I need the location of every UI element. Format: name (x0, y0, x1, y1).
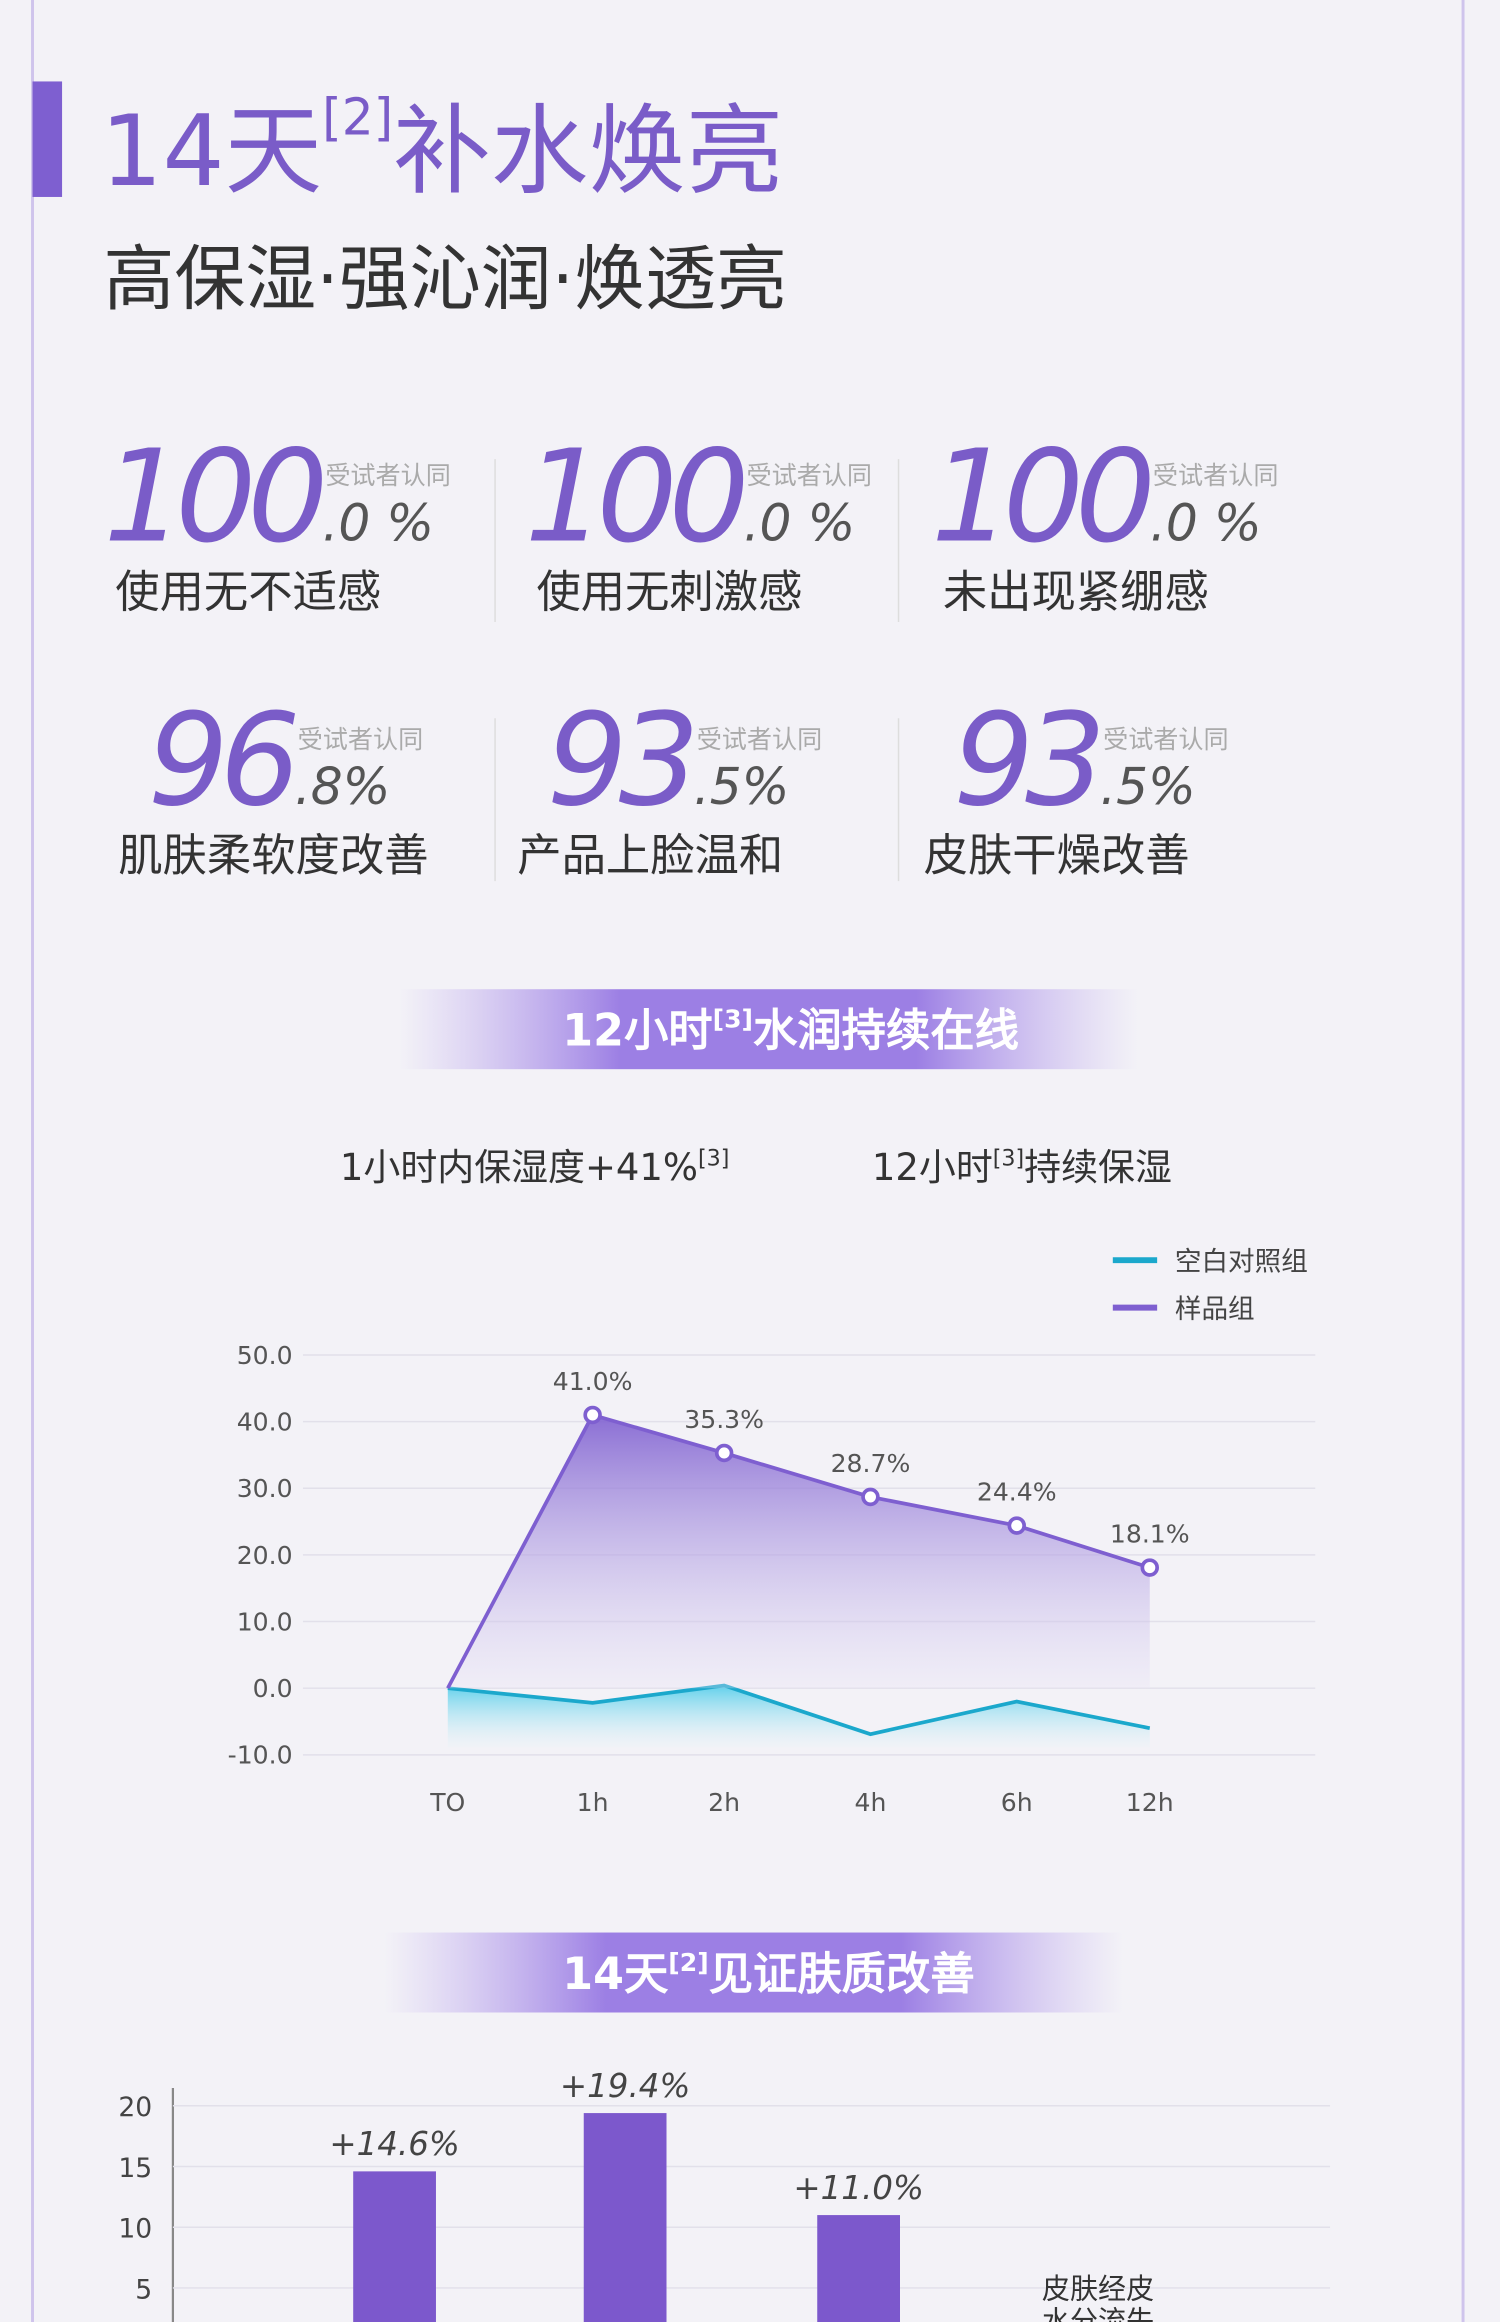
x-tick-label: 4h (854, 1788, 886, 1817)
stat-note: 受试者认同 (325, 461, 451, 490)
x-tick-label: TO (429, 1788, 465, 1817)
stat-label: 使用无不适感 (115, 567, 381, 618)
point (583, 1405, 602, 1425)
line (446, 1412, 1151, 1690)
y-tick-label: 10 (118, 2214, 152, 2245)
stat-number: 100 (525, 423, 744, 571)
stat-decimal: .0 % (744, 493, 856, 552)
stat-label: 皮肤干燥改善 (924, 831, 1190, 882)
title-bar (32, 81, 63, 197)
point (1140, 1558, 1159, 1577)
banner-note: [3] (713, 1005, 753, 1034)
banner-note: [2] (668, 1948, 708, 1977)
y-tick-label: -10.0 (228, 1741, 293, 1770)
claim-text: 12小时 (872, 1146, 993, 1189)
value-label: +19.4% (560, 2067, 690, 2105)
stat-decimal: .0 % (322, 493, 434, 552)
point (714, 1443, 734, 1463)
x-tick-label: 6h (1001, 1788, 1033, 1817)
y-tick-label: 50.0 (237, 1341, 293, 1370)
point (1007, 1516, 1026, 1535)
stat-note: 受试者认同 (1153, 461, 1279, 490)
bar (583, 2113, 667, 2322)
claim-text: 持续保湿 (1024, 1146, 1172, 1189)
stat-number: 93 (953, 687, 1098, 835)
value-label: 28.7% (831, 1449, 911, 1478)
value-label: 35.3% (684, 1405, 764, 1434)
stat-note: 受试者认同 (697, 725, 823, 754)
claim-text: 1小时内保湿度+41% (340, 1146, 698, 1189)
stat-note: 受试者认同 (1103, 725, 1229, 754)
stat-decimal: .5% (1100, 757, 1196, 816)
banner (384, 1932, 1124, 2013)
stat-number: 93 (547, 687, 692, 835)
x-tick-label: 2h (708, 1788, 740, 1817)
y-tick-label: 5 (135, 2274, 152, 2305)
value-label: +11.0% (793, 2169, 923, 2207)
category-box: 皮肤经皮水分流失 (1041, 2273, 1155, 2322)
value-label: 24.4% (977, 1477, 1057, 1506)
banner-text: 14天[2]见证肤质改善 (562, 1948, 974, 2000)
banner-text: 水润持续在线 (753, 1005, 1019, 1056)
value-label: 18.1% (1110, 1519, 1190, 1548)
legend-label: 样品组 (1175, 1294, 1255, 1325)
value-label: +14.6% (329, 2125, 459, 2163)
y-tick-label: 20.0 (237, 1541, 293, 1570)
stat-note: 受试者认同 (298, 725, 424, 754)
legend-label: 空白对照组 (1175, 1247, 1308, 1278)
stat-label: 使用无刺激感 (536, 567, 802, 618)
y-tick-label: 0.0 (253, 1674, 293, 1703)
title: 14天[2]补水焕亮 (100, 88, 783, 209)
claim-note: [3] (993, 1145, 1024, 1171)
stat-label: 产品上脸温和 (517, 831, 783, 882)
stat-number: 100 (103, 423, 322, 571)
line (447, 1683, 1151, 1737)
claim: 1小时内保湿度+41%[3] (340, 1145, 730, 1189)
stat-note: 受试者认同 (747, 461, 873, 490)
x-tick-label: 1h (577, 1788, 609, 1817)
stat-decimal: .5% (694, 757, 790, 816)
stat-label: 未出现紧绷感 (943, 567, 1209, 618)
title-text: 14天 (100, 95, 322, 209)
bar (353, 2171, 436, 2322)
claim-note: [3] (698, 1145, 729, 1171)
title-text: 补水焕亮 (393, 95, 783, 209)
y-tick-label: 20 (118, 2092, 152, 2123)
y-tick-label: 10.0 (237, 1607, 293, 1636)
x-tick-label: 皮肤经皮水分流失 (1041, 2273, 1155, 2322)
stat-decimal: .8% (295, 757, 391, 816)
y-tick-label: 40.0 (237, 1407, 293, 1436)
banner-text: 12小时 (562, 1005, 712, 1056)
value-label: 41.0% (553, 1367, 633, 1396)
point (861, 1487, 880, 1507)
title-note: [2] (322, 88, 393, 147)
stat-label: 肌肤柔软度改善 (118, 831, 428, 882)
banner (399, 989, 1138, 1070)
banner-text: 14天 (562, 1949, 669, 2000)
bar (817, 2215, 900, 2322)
charts: -10.0 0.0 10.0 20.0 30.0 40.0 50.0 TO 1h 2h 4h 6h 12… (118, 1247, 1331, 2322)
stat-number: 96 (148, 687, 296, 835)
stat-number: 100 (931, 423, 1150, 571)
stat-decimal: .0 % (1150, 493, 1262, 552)
area (447, 1414, 1150, 1689)
banner-text: 见证肤质改善 (709, 1949, 975, 2000)
claim: 12小时[3]持续保湿 (872, 1145, 1172, 1189)
subtitle: 高保湿·强沁润·焕透亮 (103, 238, 786, 321)
y-tick-label: 15 (118, 2153, 152, 2184)
y-tick-label: 30.0 (237, 1474, 293, 1503)
x-tick-label: 12h (1126, 1788, 1174, 1817)
banner-text: 12小时[3]水润持续在线 (562, 1005, 1019, 1057)
area (447, 1685, 1150, 1748)
